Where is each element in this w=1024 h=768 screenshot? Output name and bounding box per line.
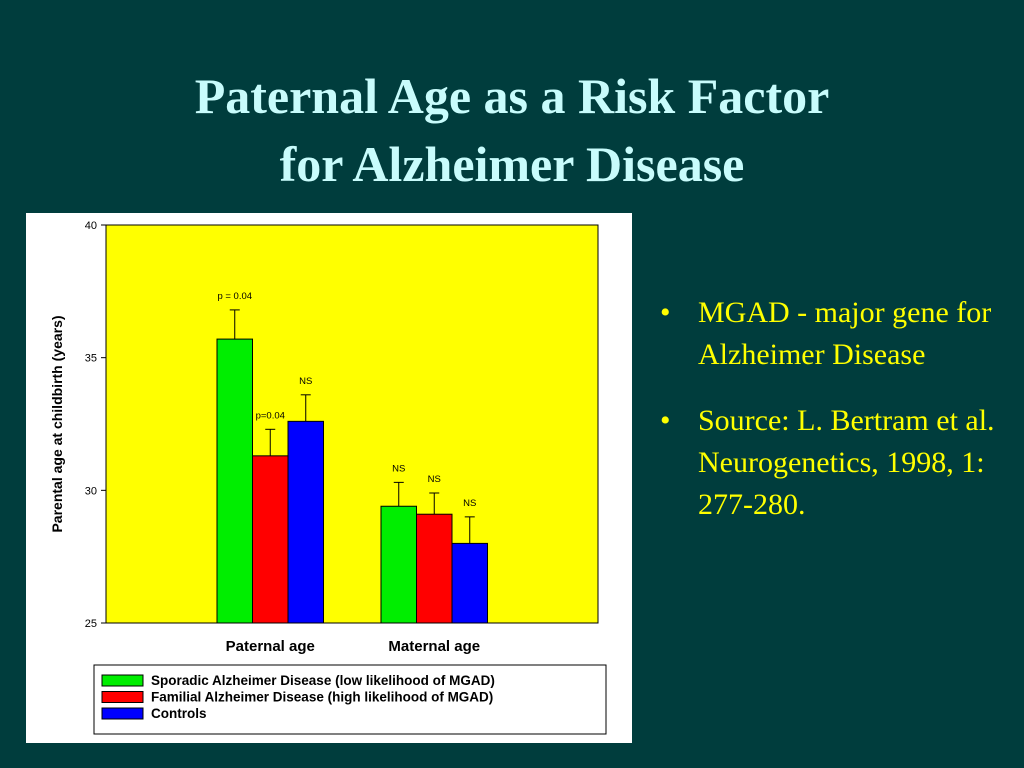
chart-panel: 25 30 35 40 Parental age at childbirth (year… (26, 213, 632, 743)
y-tick-label: 25 (85, 618, 97, 630)
legend-label: Familial Alzheimer Disease (high likelih… (151, 690, 493, 705)
legend-label: Sporadic Alzheimer Disease (low likeliho… (151, 673, 495, 688)
slide-title: Paternal Age as a Risk Factor for Alzhei… (0, 62, 1024, 198)
bar (216, 338, 253, 624)
legend-swatch (101, 691, 144, 703)
legend-label: Controls (151, 706, 207, 721)
significance-label: NS (428, 474, 441, 485)
x-category-label: Paternal age (226, 638, 315, 655)
title-line-1: Paternal Age as a Risk Factor (194, 68, 830, 124)
bar (252, 455, 289, 624)
significance-label: p = 0.04 (217, 291, 252, 302)
bar (416, 513, 453, 624)
bullet-item-source: • Source: L. Bertram et al. Neurogenetic… (660, 400, 1020, 526)
plot-area (105, 224, 599, 624)
significance-label: NS (299, 376, 312, 387)
bullet-list: • MGAD - major gene for Alzheimer Diseas… (660, 292, 1020, 550)
bullet-text: Source: L. Bertram et al. Neurogenetics,… (698, 404, 995, 521)
bar (380, 505, 417, 624)
y-axis-label: Parental age at childbirth (years) (49, 315, 65, 532)
significance-label: NS (392, 463, 405, 474)
title-line-2: for Alzheimer Disease (279, 136, 745, 192)
bullet-dot-icon: • (660, 404, 671, 437)
bar (287, 420, 324, 624)
legend-swatch (101, 674, 144, 687)
bullet-text: MGAD - major gene for Alzheimer Disease (698, 296, 992, 371)
bar-chart: 25 30 35 40 Parental age at childbirth (year… (49, 220, 607, 735)
bar (451, 542, 488, 624)
bullet-dot-icon: • (660, 296, 671, 329)
legend-box (93, 664, 607, 735)
y-tick-label: 40 (85, 220, 97, 232)
y-tick-label: 30 (85, 485, 97, 497)
legend-swatch (101, 707, 144, 720)
bullet-item-mgad: • MGAD - major gene for Alzheimer Diseas… (660, 292, 1020, 376)
significance-label: NS (463, 498, 476, 509)
significance-label: p=0.04 (256, 410, 285, 421)
y-tick-label: 35 (85, 353, 97, 365)
x-category-label: Maternal age (388, 638, 480, 655)
